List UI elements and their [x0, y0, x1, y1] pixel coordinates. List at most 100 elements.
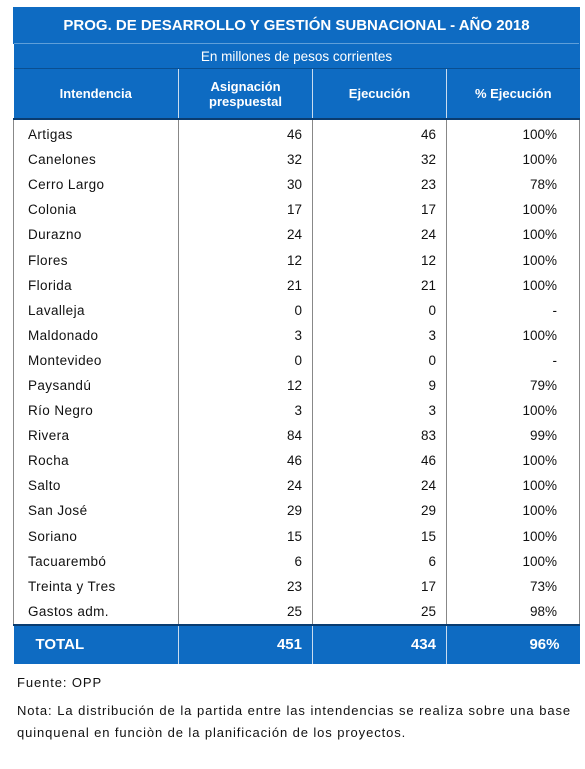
footnote: Nota: La distribución de la partida entr…	[17, 703, 571, 740]
cell-intendencia: Salto	[28, 478, 61, 494]
total-row: TOTAL 451 434 96%	[13, 623, 580, 664]
cell-intendencia: Artigas	[28, 127, 73, 143]
table-row: Gastos adm. 25 25 98%	[14, 598, 580, 625]
cell-pct-ejecucion: 79%	[446, 372, 580, 399]
budget-table-container: PROG. DE DESARROLLO Y GESTIÓN SUBNACIONA…	[13, 7, 580, 664]
total-pct: 96%	[446, 623, 580, 664]
col-header-intendencia: Intendencia	[13, 68, 179, 120]
cell-intendencia: Paysandú	[28, 377, 92, 393]
cell-ejecucion: 3	[312, 322, 447, 348]
cell-asignacion: 6	[178, 548, 313, 574]
cell-pct-ejecucion: 100%	[446, 523, 580, 549]
cell-pct-ejecucion: -	[446, 347, 580, 373]
cell-pct-ejecucion: 100%	[446, 147, 580, 173]
budget-table: PROG. DE DESARROLLO Y GESTIÓN SUBNACIONA…	[13, 7, 580, 664]
cell-asignacion: 12	[178, 247, 313, 273]
col-header-ejecucion: Ejecución	[312, 68, 447, 120]
cell-intendencia: Gastos adm.	[28, 603, 109, 619]
cell-intendencia: Tacuarembó	[28, 553, 107, 569]
cell-asignacion: 3	[178, 398, 313, 424]
total-label: TOTAL	[13, 623, 179, 664]
cell-ejecucion: 12	[312, 247, 447, 273]
cell-ejecucion: 0	[312, 347, 447, 373]
col-header-asignacion: Asignación prespuestal	[178, 68, 313, 120]
cell-asignacion: 46	[178, 448, 313, 474]
cell-ejecucion: 21	[312, 272, 447, 298]
cell-pct-ejecucion: 100%	[446, 322, 580, 348]
table-row: Treinta y Tres 23 17 73%	[14, 573, 580, 599]
table-row: Maldonado 3 3 100%	[14, 322, 580, 348]
table-row: Durazno 24 24 100%	[14, 222, 580, 248]
cell-asignacion: 15	[178, 523, 313, 549]
cell-asignacion: 32	[178, 147, 313, 173]
cell-pct-ejecucion: 98%	[446, 598, 580, 625]
table-row: Montevideo 0 0-	[14, 347, 580, 373]
cell-pct-ejecucion: 100%	[446, 222, 580, 248]
cell-pct-ejecucion: 100%	[446, 398, 580, 424]
table-row: Florida 21 21 100%	[14, 272, 580, 298]
cell-intendencia: Río Negro	[28, 403, 94, 419]
cell-ejecucion: 9	[312, 372, 447, 399]
cell-asignacion: 46	[178, 119, 313, 148]
cell-pct-ejecucion: 100%	[446, 119, 580, 148]
cell-pct-ejecucion: 100%	[446, 272, 580, 298]
cell-asignacion: 84	[178, 423, 313, 449]
cell-intendencia: Maldonado	[28, 327, 99, 343]
table-row: Soriano 15 15 100%	[14, 523, 580, 549]
cell-asignacion: 12	[178, 372, 313, 399]
cell-pct-ejecucion: 100%	[446, 448, 580, 474]
cell-asignacion: 25	[178, 598, 313, 625]
cell-ejecucion: 32	[312, 147, 447, 173]
total-ejecucion: 434	[312, 623, 447, 664]
table-title: PROG. DE DESARROLLO Y GESTIÓN SUBNACIONA…	[13, 7, 580, 44]
cell-asignacion: 21	[178, 272, 313, 298]
cell-pct-ejecucion: -	[446, 297, 580, 323]
cell-ejecucion: 25	[312, 598, 447, 625]
cell-intendencia: Durazno	[28, 227, 82, 243]
table-row: Artigas 46 46 100%	[14, 119, 580, 148]
table-title-row: PROG. DE DESARROLLO Y GESTIÓN SUBNACIONA…	[13, 7, 580, 44]
cell-ejecucion: 24	[312, 222, 447, 248]
table-row: Cerro Largo 30 23 78%	[14, 172, 580, 198]
cell-asignacion: 23	[178, 573, 313, 599]
cell-intendencia: Flores	[28, 252, 68, 268]
cell-asignacion: 0	[178, 347, 313, 373]
table-body: Artigas 46 46 100% Canelones 32 32 100% Cerro La…	[13, 119, 580, 625]
cell-ejecucion: 17	[312, 573, 447, 599]
cell-pct-ejecucion: 100%	[446, 498, 580, 524]
cell-asignacion: 17	[178, 197, 313, 223]
cell-ejecucion: 15	[312, 523, 447, 549]
table-row: Tacuarembó 6 6 100%	[14, 548, 580, 574]
table-row: Río Negro 3 3 100%	[14, 398, 580, 424]
cell-intendencia: Rocha	[28, 453, 70, 469]
cell-intendencia: Montevideo	[28, 352, 102, 368]
cell-ejecucion: 83	[312, 423, 447, 449]
cell-asignacion: 24	[178, 222, 313, 248]
col-header-pct-ejecucion: % Ejecución	[446, 68, 580, 120]
total-asignacion: 451	[178, 623, 313, 664]
cell-intendencia: Canelones	[28, 152, 97, 168]
source-note: Fuente: OPP	[17, 675, 103, 690]
cell-pct-ejecucion: 100%	[446, 473, 580, 499]
cell-pct-ejecucion: 100%	[446, 548, 580, 574]
cell-ejecucion: 29	[312, 498, 447, 524]
cell-pct-ejecucion: 78%	[446, 172, 580, 198]
cell-intendencia: San José	[28, 503, 88, 519]
cell-asignacion: 24	[178, 473, 313, 499]
table-row: Rocha 46 46 100%	[14, 448, 580, 474]
cell-ejecucion: 46	[312, 448, 447, 474]
cell-intendencia: Colonia	[28, 202, 77, 218]
cell-asignacion: 30	[178, 172, 313, 198]
table-subtitle: En millones de pesos corrientes	[13, 43, 580, 69]
cell-intendencia: Cerro Largo	[28, 177, 105, 193]
cell-pct-ejecucion: 100%	[446, 247, 580, 273]
table-row: Lavalleja 0 0-	[14, 297, 580, 323]
table-subtitle-row: En millones de pesos corrientes	[13, 43, 580, 69]
cell-ejecucion: 0	[312, 297, 447, 323]
cell-intendencia: Rivera	[28, 428, 70, 444]
cell-intendencia: Lavalleja	[28, 302, 85, 318]
column-header-row: Intendencia Asignación prespuestal Ejecu…	[13, 68, 580, 120]
col-header-asignacion-line1: Asignación	[210, 78, 281, 94]
cell-pct-ejecucion: 73%	[446, 573, 580, 599]
table-row: Paysandú 12 9 79%	[14, 372, 580, 399]
